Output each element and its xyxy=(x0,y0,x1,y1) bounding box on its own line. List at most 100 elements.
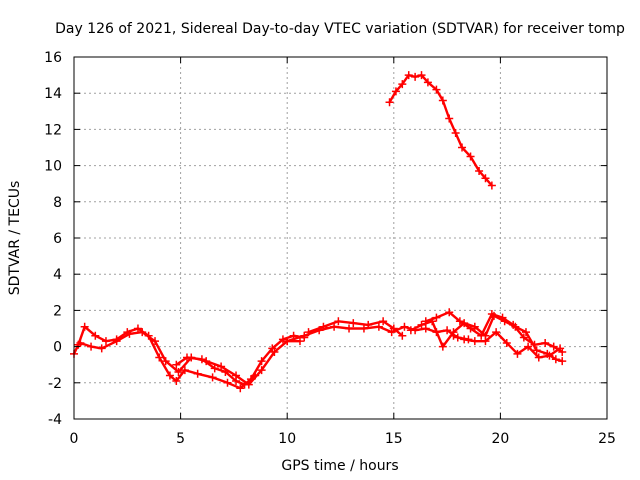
data-point-marker xyxy=(257,366,266,375)
data-point-marker xyxy=(541,338,550,347)
data-point-marker xyxy=(283,337,292,346)
y-tick-label: 0 xyxy=(53,340,62,356)
data-point-marker xyxy=(304,328,313,337)
data-point-marker xyxy=(458,143,467,152)
data-point-marker xyxy=(133,324,142,333)
data-point-marker xyxy=(319,322,328,331)
series-line xyxy=(409,314,564,363)
data-point-marker xyxy=(530,340,539,349)
data-point-marker xyxy=(379,317,388,326)
data-point-marker xyxy=(519,333,528,342)
data-point-marker xyxy=(487,181,496,190)
data-point-marker xyxy=(359,324,368,333)
data-point-marker xyxy=(240,380,249,389)
series-prn-track-5 xyxy=(304,317,407,340)
data-point-marker xyxy=(398,331,407,340)
data-point-marker xyxy=(295,337,304,346)
data-point-marker xyxy=(421,317,430,326)
data-point-marker xyxy=(221,367,230,376)
data-point-marker xyxy=(477,331,486,340)
data-point-marker xyxy=(182,353,191,362)
data-point-marker xyxy=(232,376,241,385)
chart-title: Day 126 of 2021, Sidereal Day-to-day VTE… xyxy=(55,21,625,37)
data-point-marker xyxy=(417,320,426,329)
data-point-marker xyxy=(223,378,232,387)
data-point-marker xyxy=(551,355,560,364)
data-point-marker xyxy=(406,326,415,335)
data-point-marker xyxy=(438,342,447,351)
y-tick-label: 2 xyxy=(53,303,62,319)
data-point-marker xyxy=(364,320,373,329)
data-point-marker xyxy=(193,369,202,378)
data-point-marker xyxy=(498,313,507,322)
y-tick-label: 10 xyxy=(44,159,62,175)
data-point-marker xyxy=(475,167,484,176)
x-tick-label: 0 xyxy=(70,431,79,447)
series-prn-track-6 xyxy=(385,71,496,190)
data-point-marker xyxy=(174,367,183,376)
data-point-marker xyxy=(300,331,309,340)
data-point-marker xyxy=(180,366,189,375)
data-point-marker xyxy=(445,114,454,123)
data-point-marker xyxy=(534,353,543,362)
data-point-marker xyxy=(460,335,469,344)
data-point-marker xyxy=(112,337,121,346)
data-point-marker xyxy=(165,371,174,380)
x-tick-label: 10 xyxy=(278,431,296,447)
x-tick-label: 5 xyxy=(176,431,185,447)
series-prn-track-4 xyxy=(283,322,473,346)
data-point-marker xyxy=(257,357,266,366)
tick-layer: 0 5 10 15 20 25 -4 -2 0 2 4 6 8 10 12 14 16 xyxy=(44,50,616,447)
data-point-marker xyxy=(76,338,85,347)
data-point-marker xyxy=(349,319,358,328)
series-line xyxy=(79,330,302,386)
data-point-marker xyxy=(91,331,100,340)
data-point-marker xyxy=(417,71,426,80)
data-point-marker xyxy=(208,373,217,382)
data-point-marker xyxy=(558,357,567,366)
data-point-marker xyxy=(151,337,160,346)
data-point-marker xyxy=(101,337,110,346)
data-point-marker xyxy=(466,152,475,161)
data-point-marker xyxy=(210,364,219,373)
data-point-marker xyxy=(217,362,226,371)
y-tick-label: 6 xyxy=(53,231,62,247)
data-point-marker xyxy=(509,320,518,329)
y-tick-label: 8 xyxy=(53,195,62,211)
data-point-marker xyxy=(487,310,496,319)
data-point-marker xyxy=(251,371,260,380)
x-tick-label: 20 xyxy=(491,431,509,447)
data-point-marker xyxy=(449,331,458,340)
data-point-marker xyxy=(385,98,394,107)
data-point-marker xyxy=(236,384,245,393)
data-point-marker xyxy=(423,78,432,87)
data-point-marker xyxy=(455,317,464,326)
data-point-marker xyxy=(87,342,96,351)
data-point-marker xyxy=(398,80,407,89)
data-point-marker xyxy=(345,324,354,333)
data-point-marker xyxy=(432,313,441,322)
data-point-marker xyxy=(466,324,475,333)
data-point-marker xyxy=(411,72,420,81)
y-axis-label: SDTVAR / TECUs xyxy=(7,181,23,296)
grid-layer xyxy=(74,57,607,419)
series-line xyxy=(307,320,404,337)
data-point-marker xyxy=(391,87,400,96)
series-prn-track-3 xyxy=(172,353,260,389)
y-tick-label: 14 xyxy=(44,86,62,102)
data-point-marker xyxy=(334,317,343,326)
data-point-marker xyxy=(549,342,558,351)
data-point-marker xyxy=(521,328,530,337)
y-tick-label: 16 xyxy=(44,50,62,66)
y-tick-label: 12 xyxy=(44,122,62,138)
data-point-marker xyxy=(492,328,501,337)
data-point-marker xyxy=(470,322,479,331)
data-point-marker xyxy=(138,328,147,337)
data-point-marker xyxy=(400,322,409,331)
series-line xyxy=(388,73,494,187)
data-point-marker xyxy=(556,344,565,353)
data-point-marker xyxy=(438,96,447,105)
series-prn-track-8 xyxy=(421,308,567,357)
data-point-marker xyxy=(80,322,89,331)
data-point-marker xyxy=(532,346,541,355)
